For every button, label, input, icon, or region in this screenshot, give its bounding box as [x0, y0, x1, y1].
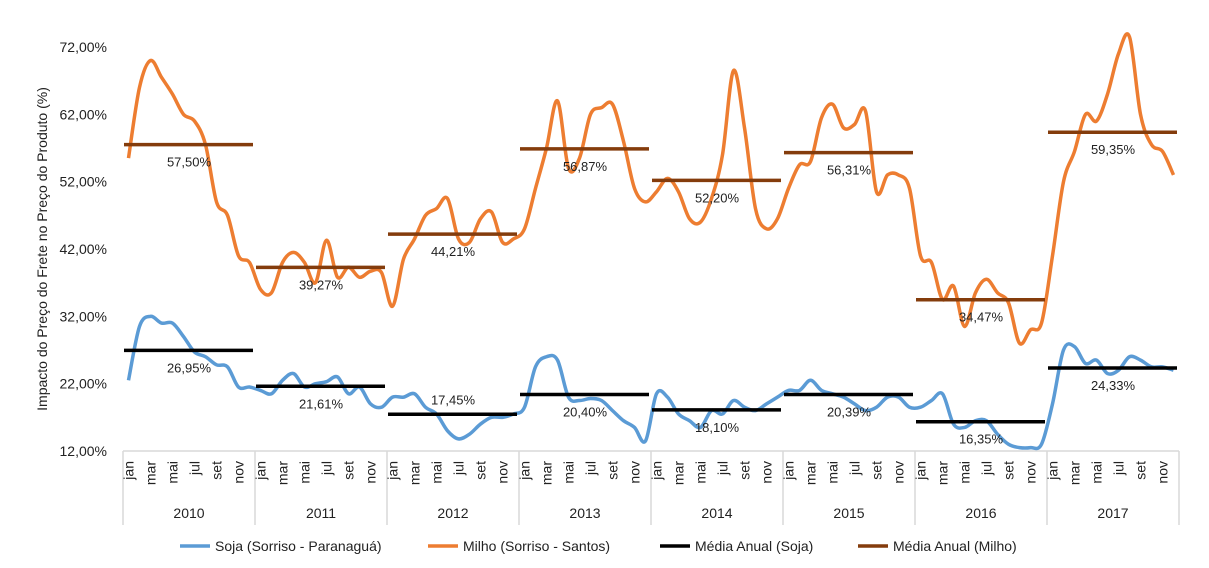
month-tick-label: set [605, 461, 621, 480]
month-tick-label: mar [539, 461, 555, 485]
year-tick-label: 2015 [833, 505, 864, 521]
month-tick-label: nov [891, 461, 907, 484]
y-tick-label: 32,00% [60, 308, 107, 324]
mean-data-label: 24,33% [1091, 378, 1136, 393]
month-tick-label: mai [561, 461, 577, 484]
month-tick-label: mar [275, 461, 291, 485]
mean-data-label: 26,95% [167, 360, 212, 375]
month-tick-label: set [1001, 461, 1017, 480]
month-tick-label: mai [165, 461, 181, 484]
month-tick-label: nov [1023, 461, 1039, 484]
month-tick-label: nov [231, 461, 247, 484]
y-tick-label: 12,00% [60, 443, 107, 459]
y-axis-label: Impacto do Preço do Frete no Preço do Pr… [34, 87, 50, 411]
year-tick-label: 2016 [965, 505, 996, 521]
month-tick-label: jul [979, 461, 995, 476]
month-tick-label: mai [957, 461, 973, 484]
month-tick-label: mai [429, 461, 445, 484]
month-tick-label: set [473, 461, 489, 480]
legend-label: Média Anual (Milho) [893, 538, 1017, 554]
month-tick-label: mar [935, 461, 951, 485]
month-tick-label: jan [649, 461, 665, 481]
month-tick-label: set [341, 461, 357, 480]
month-tick-label: nov [627, 461, 643, 484]
milho-series-line [126, 32, 1176, 346]
month-tick-label: jan [121, 461, 137, 481]
year-tick-label: 2010 [173, 505, 204, 521]
month-tick-label: jan [385, 461, 401, 481]
mean-data-label: 18,10% [695, 420, 740, 435]
year-tick-label: 2011 [306, 505, 336, 521]
legend-label: Soja (Sorriso - Paranaguá) [215, 538, 382, 554]
y-tick-label: 22,00% [60, 376, 107, 392]
mean-data-label: 17,45% [431, 392, 476, 407]
month-tick-label: mai [825, 461, 841, 484]
month-tick-label: jul [1111, 461, 1127, 476]
month-tick-label: set [737, 461, 753, 480]
y-tick-label: 72,00% [60, 39, 107, 55]
month-tick-label: mar [407, 461, 423, 485]
year-tick-label: 2017 [1097, 505, 1128, 521]
mean-data-label: 16,35% [959, 432, 1004, 447]
mean-data-label: 59,35% [1091, 142, 1136, 157]
year-tick-label: 2012 [437, 505, 468, 521]
month-tick-label: set [209, 461, 225, 480]
month-tick-label: jul [583, 461, 599, 476]
month-tick-label: nov [495, 461, 511, 484]
month-tick-label: jan [913, 461, 929, 481]
y-tick-label: 62,00% [60, 106, 107, 122]
mean-data-label: 34,47% [959, 310, 1004, 325]
month-tick-label: jan [253, 461, 269, 481]
month-tick-label: nov [1155, 461, 1171, 484]
mean-data-label: 20,39% [827, 405, 872, 420]
month-tick-label: nov [363, 461, 379, 484]
mean-data-label: 44,21% [431, 244, 476, 259]
month-tick-label: mai [297, 461, 313, 484]
month-tick-label: mai [1089, 461, 1105, 484]
month-tick-label: set [1133, 461, 1149, 480]
mean-data-label: 56,31% [827, 163, 872, 178]
month-tick-label: set [869, 461, 885, 480]
month-tick-label: jul [451, 461, 467, 476]
mean-data-label: 56,87% [563, 159, 608, 174]
month-tick-label: jan [517, 461, 533, 481]
legend-label: Média Anual (Soja) [695, 538, 813, 554]
month-tick-label: mar [671, 461, 687, 485]
mean-data-label: 39,27% [299, 277, 344, 292]
mean-data-label: 52,20% [695, 190, 740, 205]
month-tick-label: jul [847, 461, 863, 476]
y-tick-label: 52,00% [60, 174, 107, 190]
month-tick-label: jul [187, 461, 203, 476]
month-tick-label: mai [693, 461, 709, 484]
mean-data-label: 20,40% [563, 404, 608, 419]
legend-label: Milho (Sorriso - Santos) [463, 538, 610, 554]
y-tick-label: 42,00% [60, 241, 107, 257]
mean-data-label: 21,61% [299, 396, 344, 411]
mean-data-label: 57,50% [167, 155, 212, 170]
year-tick-label: 2013 [569, 505, 600, 521]
month-tick-label: jan [1045, 461, 1061, 481]
month-tick-label: mar [143, 461, 159, 485]
month-tick-label: jul [319, 461, 335, 476]
month-tick-label: jan [781, 461, 797, 481]
year-tick-label: 2014 [701, 505, 732, 521]
month-tick-label: mar [1067, 461, 1083, 485]
month-tick-label: jul [715, 461, 731, 476]
month-tick-label: nov [759, 461, 775, 484]
month-tick-label: mar [803, 461, 819, 485]
